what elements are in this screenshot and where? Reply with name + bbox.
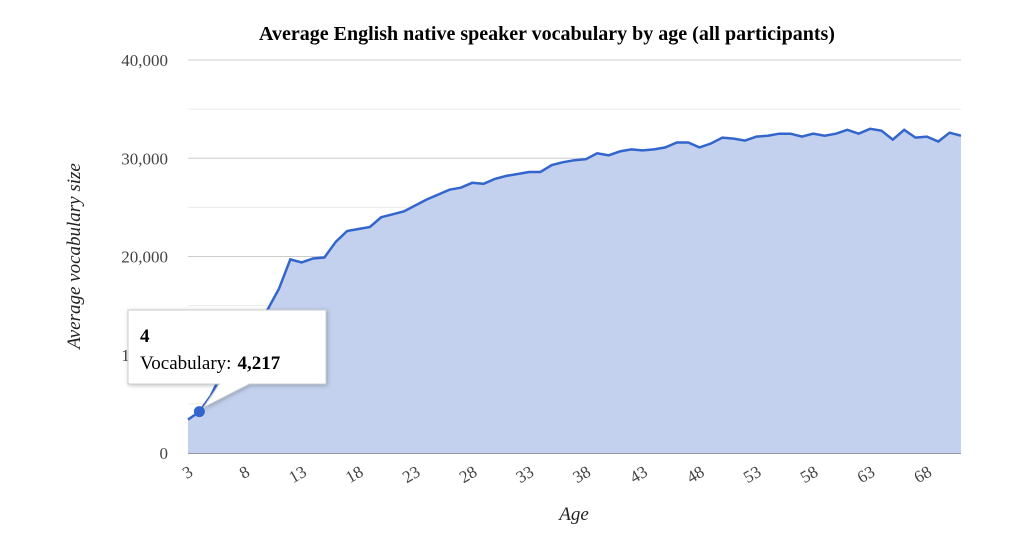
tooltip-title: 4 <box>140 326 150 347</box>
x-tick-label: 13 <box>285 462 309 487</box>
y-tick-label: 30,000 <box>121 149 168 168</box>
x-tick-label: 33 <box>513 462 537 487</box>
x-tick-label: 18 <box>342 462 366 487</box>
x-tick-label: 23 <box>399 462 423 487</box>
y-tick-label: 40,000 <box>121 51 168 70</box>
chart-title: Average English native speaker vocabular… <box>259 23 835 45</box>
x-tick-label: 63 <box>854 462 878 487</box>
highlight-point <box>193 406 205 418</box>
x-axis-title: Age <box>557 504 589 525</box>
x-tick-label: 28 <box>456 462 480 487</box>
x-tick-label: 3 <box>179 462 196 483</box>
x-tick-label: 68 <box>911 462 935 487</box>
tooltip-label: Vocabulary: <box>140 353 231 374</box>
area-line <box>187 127 962 421</box>
y-axis-title: Average vocabulary size <box>64 163 85 351</box>
y-tick-label: 20,000 <box>121 248 168 267</box>
y-tick-label: 0 <box>160 444 169 463</box>
area-fill <box>188 128 961 454</box>
x-tick-label: 38 <box>570 462 594 487</box>
x-tick-label: 53 <box>740 462 764 487</box>
x-tick-label: 58 <box>797 462 821 487</box>
tooltip-box <box>127 309 327 409</box>
tooltip-value: 4,217 <box>237 353 280 374</box>
x-tick-label: 43 <box>626 462 650 487</box>
x-tick-label: 8 <box>236 462 253 483</box>
x-tick-label: 48 <box>683 462 707 487</box>
